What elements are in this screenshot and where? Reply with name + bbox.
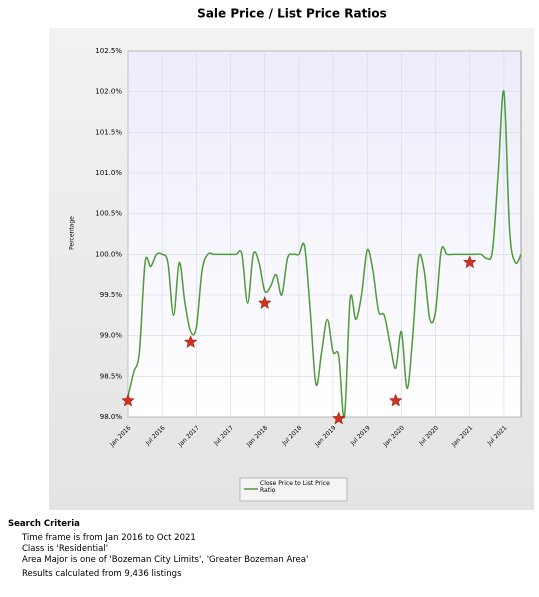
search-criteria: Search Criteria Time frame is from Jan 2… [8,519,308,580]
y-tick-label: 101.5% [95,128,122,136]
y-tick-label: 100.0% [95,250,122,258]
criteria-title: Search Criteria [8,519,80,529]
criteria-line: Time frame is from Jan 2016 to Oct 2021 [22,533,196,543]
chart: Sale Price / List Price Ratios Percentag… [49,7,534,510]
y-tick-label: 102.5% [95,47,122,55]
y-tick-label: 99.0% [100,332,123,340]
legend-label: Close Price to List Price Ratio [260,480,330,494]
plot-area [127,50,522,418]
criteria-line: Class is 'Residential' [22,544,109,554]
y-tick-label: 102.0% [95,88,122,96]
y-tick-label: 98.5% [100,372,123,380]
star-marker [121,393,135,407]
y-tick-label: 99.5% [100,291,123,299]
chart-title: Sale Price / List Price Ratios [197,7,387,21]
star-marker [462,255,477,269]
star-marker [331,411,346,425]
y-tick-label: 101.0% [95,169,122,177]
y-tick-label: 100.5% [95,210,122,218]
legend-item: Close Price to List Price Ratio [260,480,330,494]
y-axis-label: Percentage [69,216,76,250]
y-tick-label: 98.0% [100,413,123,421]
criteria-line: Results calculated from 9,436 listings [22,569,182,579]
star-marker [257,295,272,309]
data-line [127,90,522,419]
star-marker [388,393,403,407]
star-marker [183,334,198,348]
legend [239,477,348,502]
criteria-line: Area Major is one of 'Bozeman City Limit… [22,555,309,565]
